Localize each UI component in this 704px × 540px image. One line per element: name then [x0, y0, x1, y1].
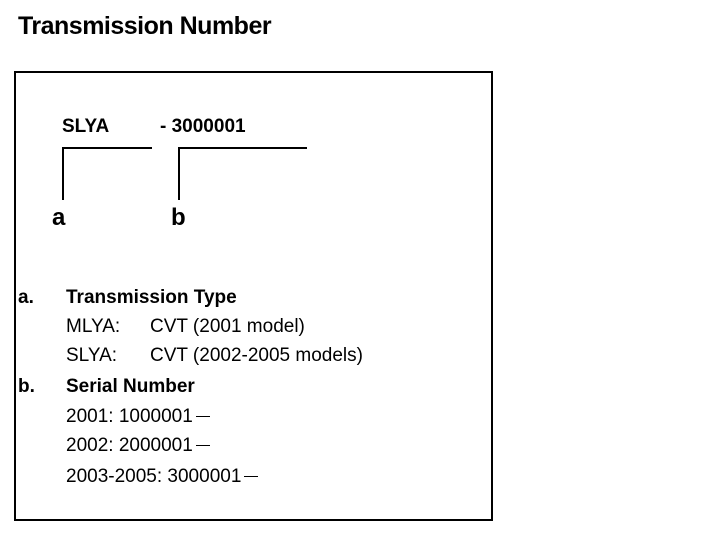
dash-mark: [195, 445, 210, 447]
item-desc: CVT (2001 model): [150, 316, 305, 337]
legend-item: SLYA: CVT (2002-2005 models): [66, 341, 363, 371]
legend-item: MLYA: CVT (2001 model): [66, 312, 305, 342]
legend-key-b: b.: [18, 376, 35, 397]
item-code: MLYA:: [66, 316, 121, 337]
callout-label-b: b: [171, 204, 186, 231]
legend-item: 2002: 2000001: [66, 431, 210, 461]
item-text: 2003-2005: 3000001: [66, 466, 242, 487]
item-code: SLYA:: [66, 345, 118, 366]
dash-mark: [195, 416, 210, 418]
item-desc: CVT (2002-2005 models): [150, 345, 363, 366]
legend-item: 2001: 1000001: [66, 402, 210, 432]
legend-key-a: a.: [18, 287, 34, 308]
legend-heading-text: Serial Number: [66, 376, 195, 397]
legend-heading-text: Transmission Type: [66, 287, 237, 308]
bracket-a-vertical: [62, 147, 64, 200]
transmission-type-code: SLYA: [62, 116, 110, 137]
item-text: 2002: 2000001: [66, 435, 193, 456]
legend-heading-b: b. Serial Number: [18, 372, 195, 402]
bracket-b-horizontal: [178, 147, 307, 149]
dash-mark: [244, 476, 259, 478]
diagram-box: [14, 71, 493, 521]
callout-label-a: a: [52, 204, 66, 231]
bracket-b-vertical: [178, 147, 180, 200]
legend-heading-a: a. Transmission Type: [18, 283, 237, 313]
bracket-a-horizontal: [62, 147, 152, 149]
legend-item: 2003-2005: 3000001: [66, 462, 259, 492]
serial-number-code: - 3000001: [160, 116, 246, 137]
item-text: 2001: 1000001: [66, 406, 193, 427]
page-title: Transmission Number: [18, 12, 272, 40]
